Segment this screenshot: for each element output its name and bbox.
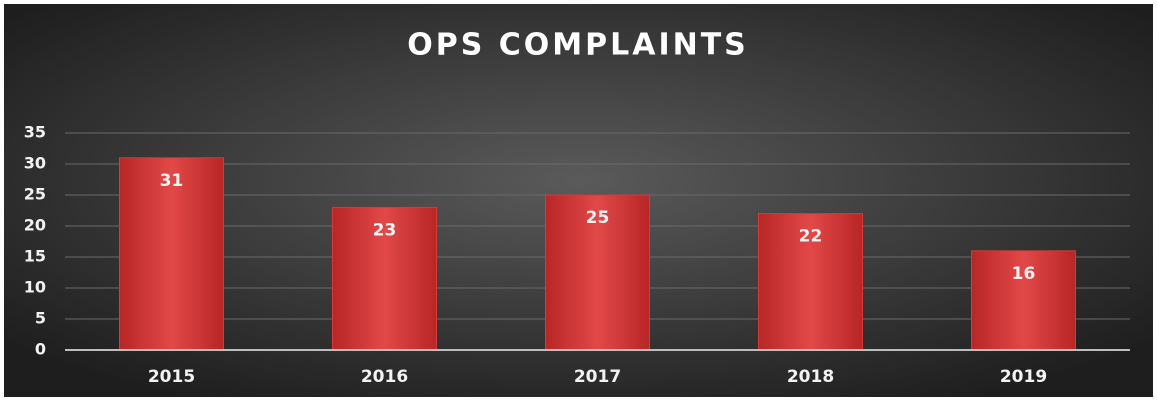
bar [119,157,224,351]
bar [758,213,863,351]
data-label: 22 [799,227,823,247]
x-tick-label: 2019 [1000,367,1047,387]
data-label: 31 [160,171,184,191]
x-tick-label: 2018 [787,367,834,387]
y-tick-label: 25 [24,185,46,204]
y-tick-label: 20 [24,216,46,235]
y-tick-label: 35 [24,123,46,142]
y-tick-label: 15 [24,247,46,266]
y-tick-label: 10 [24,278,46,297]
data-label: 23 [373,220,397,240]
bar [971,250,1076,351]
data-label: 16 [1012,264,1036,284]
data-label: 25 [586,208,610,228]
y-tick-label: 5 [35,309,46,328]
chart-title: OPS COMPLAINTS [407,28,749,63]
y-tick-label: 0 [35,340,46,359]
x-tick-label: 2016 [361,367,408,387]
y-tick-label: 30 [24,154,46,173]
bar [332,206,437,351]
x-tick-label: 2017 [574,367,621,387]
bar [545,194,650,351]
x-tick-label: 2015 [148,367,195,387]
